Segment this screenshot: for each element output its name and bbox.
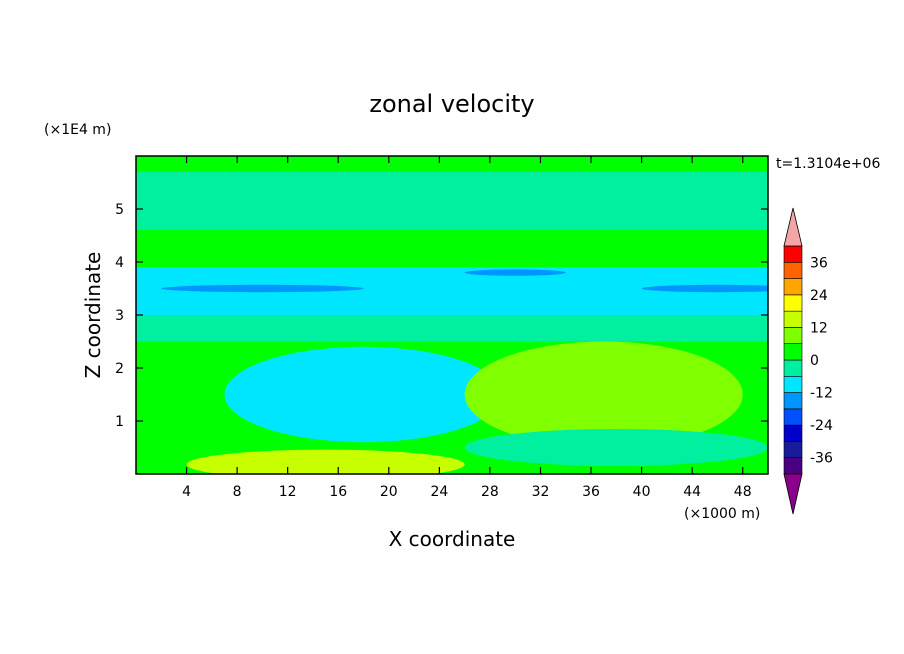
y-tick-label: 4 bbox=[115, 255, 124, 271]
colorbar-tick-label: -12 bbox=[810, 386, 833, 402]
colorbar-swatch bbox=[783, 392, 803, 410]
colorbar-swatch bbox=[783, 375, 803, 393]
y-tick-label: 1 bbox=[115, 414, 124, 430]
field-band bbox=[136, 230, 768, 252]
x-axis-label: X coordinate bbox=[389, 527, 516, 551]
field-band bbox=[136, 156, 768, 172]
field-region bbox=[464, 269, 566, 276]
y-tick-label: 2 bbox=[115, 361, 124, 377]
x-tick-label: 28 bbox=[481, 484, 499, 500]
x-tick-label: 32 bbox=[532, 484, 550, 500]
field-region bbox=[527, 362, 705, 427]
colorbar-tick-label: 0 bbox=[810, 353, 819, 369]
colorbar-swatch bbox=[783, 294, 803, 312]
plot-area bbox=[136, 156, 768, 474]
field-region bbox=[161, 284, 364, 293]
x-tick-label: 40 bbox=[633, 484, 651, 500]
field-region bbox=[224, 346, 503, 443]
field-band bbox=[136, 171, 768, 194]
y-tick-label: 5 bbox=[115, 202, 124, 218]
colorbar-tick-label: -36 bbox=[810, 451, 833, 467]
colorbar-swatch bbox=[783, 327, 803, 345]
chart-title: zonal velocity bbox=[369, 90, 534, 118]
colorbar-swatch bbox=[783, 310, 803, 328]
y-axis: 1 2 3 4 5 bbox=[115, 202, 768, 430]
colorbar-swatch bbox=[783, 408, 803, 426]
colorbar: -36 -24 -12 0 12 24 36 bbox=[783, 207, 833, 515]
colorbar-tick-label: 12 bbox=[810, 320, 828, 336]
x-tick-label: 12 bbox=[279, 484, 297, 500]
field-region bbox=[641, 284, 768, 293]
x-unit-label: (×1000 m) bbox=[684, 506, 760, 522]
y-unit-label: (×1E4 m) bbox=[44, 122, 111, 138]
field-region bbox=[186, 449, 465, 474]
colorbar-swatch bbox=[783, 359, 803, 377]
x-tick-label: 24 bbox=[430, 484, 448, 500]
x-tick-label: 8 bbox=[233, 484, 242, 500]
field-region bbox=[464, 428, 768, 467]
x-tick-label: 44 bbox=[683, 484, 701, 500]
x-tick-label: 16 bbox=[329, 484, 347, 500]
colorbar-tick-label: 36 bbox=[810, 255, 828, 271]
colorbar-swatch bbox=[783, 424, 803, 442]
colorbar-swatch bbox=[783, 343, 803, 361]
time-label: t=1.3104e+06 bbox=[776, 156, 880, 172]
colorbar-over-arrow bbox=[783, 207, 803, 247]
colorbar-swatch bbox=[783, 261, 803, 279]
x-tick-label: 20 bbox=[380, 484, 398, 500]
field-band bbox=[136, 251, 768, 262]
x-axis: 4 8 12 16 20 24 28 32 36 40 44 48 bbox=[182, 156, 752, 500]
y-tick-label: 3 bbox=[115, 308, 124, 324]
field-band bbox=[136, 193, 768, 231]
y-axis-label: Z coordinate bbox=[81, 252, 105, 379]
colorbar-tick-label: 24 bbox=[810, 288, 828, 304]
colorbar-swatch bbox=[783, 245, 803, 263]
colorbar-swatch bbox=[783, 278, 803, 296]
colorbar-tick-label: -24 bbox=[810, 418, 833, 434]
colorbar-swatch bbox=[783, 441, 803, 459]
colorbar-swatch bbox=[783, 457, 803, 475]
field-band bbox=[136, 315, 768, 342]
x-tick-label: 48 bbox=[734, 484, 752, 500]
x-tick-label: 4 bbox=[182, 484, 191, 500]
x-tick-label: 36 bbox=[582, 484, 600, 500]
colorbar-under-arrow bbox=[783, 473, 803, 515]
